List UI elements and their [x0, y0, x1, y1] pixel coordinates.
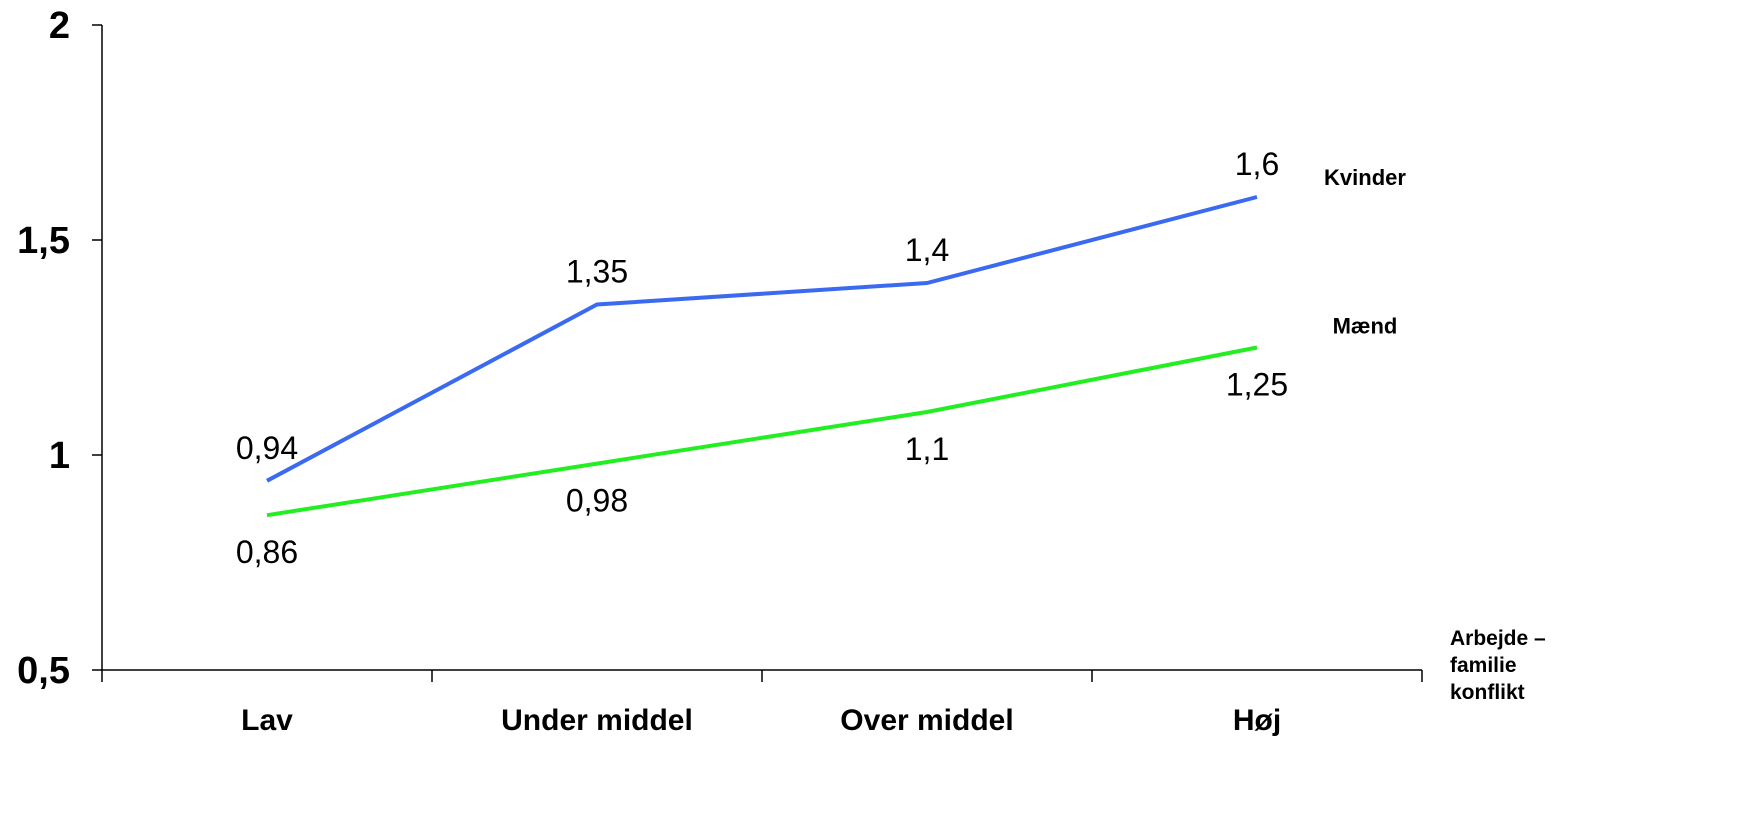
y-tick-label: 1 [49, 435, 70, 477]
data-label: 1,4 [905, 232, 949, 268]
series-line-0 [266, 195, 1258, 483]
data-label: 1,1 [905, 431, 949, 467]
data-label: 0,94 [236, 430, 298, 466]
axes [92, 24, 1423, 682]
series-labels: Kvinder Mænd [1324, 165, 1406, 339]
x-axis-title-line: konflikt [1450, 681, 1525, 704]
series-label: Mænd [1333, 314, 1398, 339]
data-label: 1,6 [1235, 146, 1279, 182]
data-label: 1,35 [566, 254, 628, 290]
data-labels: 0,94 1,35 1,4 1,6 0,86 0,98 1,1 1,25 [236, 146, 1288, 570]
x-tick-label: Under middel [501, 704, 693, 737]
data-label: 0,86 [236, 534, 298, 570]
x-tick-label: Lav [241, 704, 293, 737]
x-axis-title-line: Arbejde – [1450, 627, 1546, 650]
x-tick-label: Over middel [840, 704, 1013, 737]
x-axis-title-line: familie [1450, 654, 1517, 677]
y-tick-label: 0,5 [17, 650, 70, 692]
series-label: Kvinder [1324, 165, 1406, 190]
x-axis-title: Arbejde – familie konflikt [1450, 627, 1546, 704]
series-line-1 [266, 345, 1258, 518]
data-label: 0,98 [566, 483, 628, 519]
data-label: 1,25 [1226, 367, 1288, 403]
x-tick-labels: Lav Under middel Over middel Høj [241, 704, 1281, 737]
x-tick-label: Høj [1233, 704, 1281, 737]
y-tick-label: 2 [49, 5, 70, 47]
y-tick-labels: 0,5 1 1,5 2 [17, 5, 70, 692]
series-lines [266, 195, 1258, 518]
y-tick-label: 1,5 [17, 220, 70, 262]
